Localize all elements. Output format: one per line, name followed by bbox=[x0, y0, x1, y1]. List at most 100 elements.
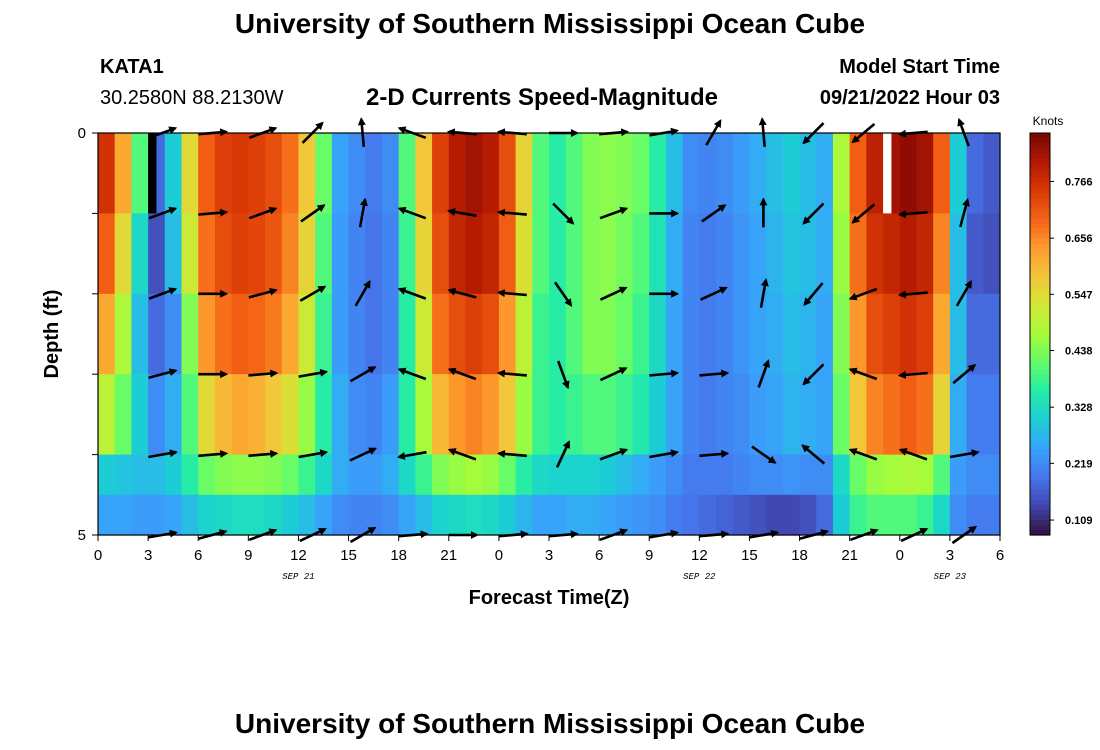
heatmap-cell bbox=[816, 133, 834, 214]
heatmap-cell bbox=[281, 374, 300, 456]
heatmap-cell bbox=[432, 293, 450, 375]
heatmap-cell bbox=[331, 133, 350, 214]
heatmap-cell bbox=[164, 293, 183, 375]
heatmap-cell bbox=[532, 374, 550, 456]
colorbar-segment bbox=[1030, 499, 1050, 506]
current-vector bbox=[552, 202, 575, 225]
heatmap-cell bbox=[381, 494, 400, 536]
y-axis: 05 bbox=[78, 125, 98, 544]
heatmap-cell bbox=[248, 293, 266, 375]
current-vector bbox=[198, 208, 229, 217]
colorbar-segment bbox=[1030, 429, 1050, 436]
heatmap-cell bbox=[615, 213, 634, 295]
heatmap-cell bbox=[582, 293, 600, 375]
heatmap-cell bbox=[682, 454, 700, 496]
heatmap-cell bbox=[549, 213, 567, 295]
heatmap-cell bbox=[966, 374, 984, 456]
colorbar-segment bbox=[1030, 168, 1050, 174]
heatmap-cell bbox=[916, 133, 934, 214]
heatmap-cell bbox=[98, 374, 116, 456]
heatmap-cell bbox=[515, 213, 533, 295]
heatmap-cell bbox=[365, 213, 383, 295]
heatmap-cell bbox=[198, 374, 216, 456]
heatmap-cell bbox=[866, 133, 884, 214]
heatmap-cell bbox=[682, 494, 700, 536]
heatmap-cell bbox=[782, 494, 801, 536]
heatmap-cell bbox=[933, 133, 951, 214]
heatmap-cell bbox=[181, 454, 199, 496]
colorbar-segment bbox=[1030, 313, 1050, 320]
heatmap-cell bbox=[231, 374, 249, 456]
heatmap-cell bbox=[582, 374, 600, 456]
heatmap-cell bbox=[649, 494, 667, 536]
current-vector bbox=[959, 197, 970, 228]
heatmap-cell bbox=[164, 374, 183, 456]
colorbar-segment bbox=[1030, 444, 1050, 451]
heatmap-cell bbox=[365, 133, 383, 214]
heatmap-cell bbox=[933, 454, 951, 496]
heatmap-cell bbox=[515, 374, 533, 456]
heatmap-cell bbox=[198, 133, 216, 214]
heatmap-cell bbox=[231, 213, 249, 295]
heatmap-cell bbox=[114, 374, 132, 456]
colorbar-segment bbox=[1030, 143, 1050, 149]
colorbar-segment bbox=[1030, 464, 1050, 471]
heatmap-cell bbox=[465, 494, 483, 536]
x-tick-label: 9 bbox=[645, 547, 653, 564]
heatmap-cell bbox=[632, 454, 650, 496]
colorbar-segment bbox=[1030, 344, 1050, 350]
heatmap-cell bbox=[699, 494, 717, 536]
heatmap-cell bbox=[832, 133, 851, 214]
heatmap-cell bbox=[181, 293, 199, 375]
colorbar-segment bbox=[1030, 248, 1050, 255]
current-vector bbox=[555, 440, 571, 468]
current-vector bbox=[897, 370, 928, 379]
heatmap-cell bbox=[582, 454, 600, 496]
colorbar-frame bbox=[1029, 132, 1051, 536]
colorbar-segment bbox=[1030, 414, 1050, 421]
heatmap-cell bbox=[148, 494, 166, 536]
heatmap-cell bbox=[315, 213, 333, 295]
model-start-label: Model Start Time bbox=[839, 56, 1000, 78]
heatmap-cell bbox=[298, 494, 316, 536]
heatmap-cell bbox=[365, 293, 383, 375]
colorbar-segment bbox=[1030, 173, 1050, 179]
heatmap-cell bbox=[749, 213, 767, 295]
colorbar-segment bbox=[1030, 419, 1050, 426]
colorbar-segment bbox=[1030, 384, 1050, 390]
colorbar-segment bbox=[1030, 389, 1050, 395]
heatmap-cell bbox=[331, 293, 350, 375]
heatmap-cell bbox=[331, 213, 350, 295]
x-tick-label: 9 bbox=[244, 547, 252, 564]
heatmap-cell bbox=[465, 213, 483, 295]
heatmap-cell bbox=[599, 494, 617, 536]
current-vector bbox=[496, 449, 527, 458]
heatmap-cell bbox=[649, 374, 667, 456]
colorbar-segment bbox=[1030, 243, 1050, 250]
current-vector bbox=[198, 449, 229, 458]
heatmap-cell bbox=[281, 133, 300, 214]
heatmap-cell bbox=[749, 494, 767, 536]
heatmap-cell bbox=[665, 293, 684, 375]
heatmap-cell bbox=[949, 454, 968, 496]
current-vector bbox=[354, 279, 371, 307]
heatmap-cell bbox=[933, 374, 951, 456]
heatmap-cell bbox=[498, 494, 517, 536]
heatmap-cell bbox=[231, 293, 249, 375]
x-tick-label: 3 bbox=[144, 547, 152, 564]
heatmap-cell bbox=[682, 133, 700, 214]
heatmap-cell bbox=[749, 293, 767, 375]
date-label: SEP 22 bbox=[683, 572, 716, 582]
current-vector bbox=[496, 369, 527, 378]
heatmap-cell bbox=[398, 133, 416, 214]
colorbar-segment bbox=[1030, 469, 1050, 476]
heatmap-cell bbox=[632, 293, 650, 375]
heatmap-cell bbox=[916, 454, 934, 496]
heatmap-cell bbox=[515, 133, 533, 214]
heatmap-cell bbox=[665, 454, 684, 496]
heatmap-cell bbox=[565, 133, 583, 214]
heatmap-cell bbox=[98, 133, 116, 214]
colorbar-segment bbox=[1030, 364, 1050, 370]
current-vector bbox=[599, 448, 629, 461]
heatmap-cell bbox=[983, 293, 1001, 375]
